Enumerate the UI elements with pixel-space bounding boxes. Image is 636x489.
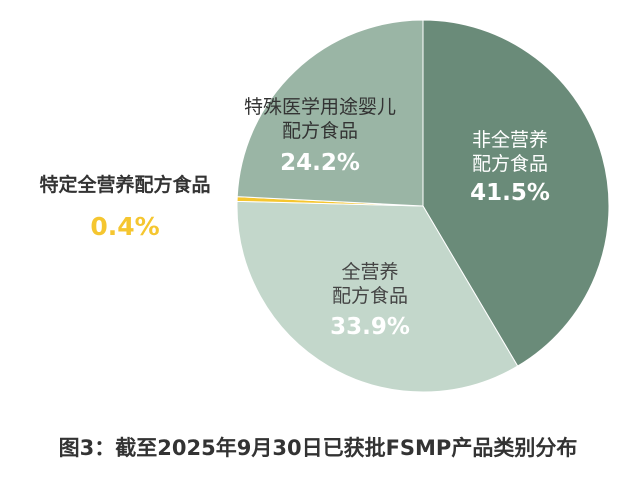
slice-label-infant: 特殊医学用途婴儿 配方食品 [225,95,415,143]
slice-value-specific-full-nutrition: 0.4% [90,212,160,241]
label-line: 非全营养 [471,129,548,151]
slice-label-full-nutrition: 全营养 配方食品 [300,260,440,308]
label-line: 配方食品 [281,120,358,142]
pie-slice-0 [422,19,610,367]
slice-value-infant: 24.2% [280,150,360,176]
slice-label-non-full-nutrition: 非全营养 配方食品 [440,128,580,176]
label-line: 配方食品 [331,285,408,307]
chart-title: 图3：截至2025年9月30日已获批FSMP产品类别分布 [58,436,578,460]
pie-slice-1 [236,200,519,393]
label-line: 配方食品 [471,153,548,175]
slice-value-full-nutrition: 33.9% [330,314,410,340]
pie-slice-3 [236,19,424,207]
slice-value-non-full-nutrition: 41.5% [470,180,550,206]
slice-label-specific-full-nutrition: 特定全营养配方食品 [39,174,211,196]
label-line: 全营养 [341,261,399,283]
label-line: 特殊医学用途婴儿 [243,96,396,118]
